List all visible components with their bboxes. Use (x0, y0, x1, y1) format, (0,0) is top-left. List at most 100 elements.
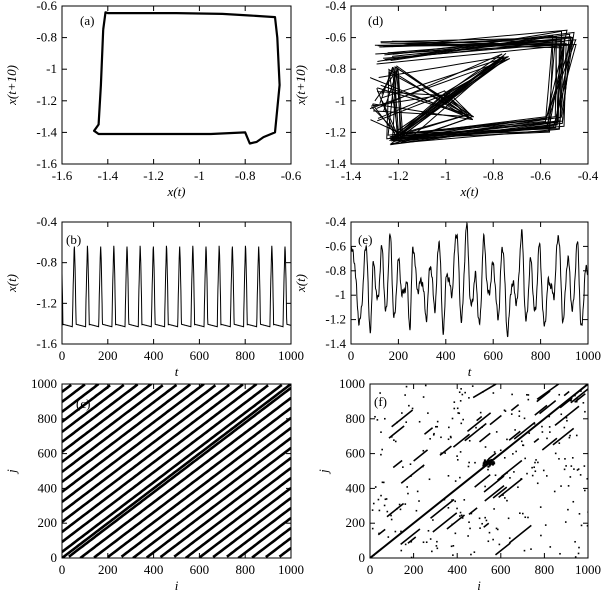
recurrence-segment (513, 421, 536, 440)
recurrence-point (410, 540, 413, 543)
recurrence-point (468, 439, 471, 442)
x-tick-label: 600 (483, 348, 503, 363)
y-tick-label: 400 (38, 480, 58, 495)
recurrence-point (540, 534, 542, 537)
recurrence-point (422, 449, 425, 452)
recurrence-point (560, 413, 563, 416)
recurrence-point (495, 527, 498, 530)
recurrence-diagonal (62, 384, 164, 463)
x-tick-label: 1000 (278, 562, 304, 577)
y-axis-label: x(t+10) (4, 65, 19, 106)
recurrence-point (485, 519, 488, 522)
x-tick-label: 800 (531, 348, 551, 363)
recurrence-point (440, 436, 442, 439)
y-tick-label: 600 (346, 446, 366, 461)
recurrence-point (461, 393, 464, 396)
recurrence-point (460, 514, 463, 517)
recurrence-point (468, 397, 470, 399)
recurrence-point (390, 436, 393, 438)
recurrence-point (511, 393, 513, 396)
recurrence-point (378, 532, 380, 535)
recurrence-point (506, 472, 508, 474)
recurrence-point (523, 417, 526, 420)
recurrence-point (452, 554, 454, 556)
recurrence-point (566, 419, 568, 422)
recurrence-point (510, 413, 513, 415)
recurrence-point (569, 434, 571, 437)
recurrence-point (454, 500, 457, 503)
y-tick-label: 800 (346, 411, 366, 426)
recurrence-point (469, 527, 471, 530)
x-axis-label: t (468, 364, 472, 379)
recurrence-point (578, 546, 580, 549)
panel-label: (b) (66, 232, 81, 247)
recurrence-point (517, 486, 519, 489)
recurrence-diagonal (62, 384, 217, 503)
recurrence-diagonal (159, 456, 291, 558)
recurrence-point (484, 516, 486, 519)
y-tick-label: -1 (335, 93, 346, 108)
recurrence-segment (483, 522, 490, 528)
recurrence-point (507, 517, 510, 520)
recurrence-segment (508, 430, 521, 441)
recurrence-point (418, 500, 420, 502)
y-tick-label: 800 (38, 411, 58, 426)
recurrence-point (483, 459, 486, 462)
recurrence-point (394, 440, 397, 443)
recurrence-point (577, 468, 580, 470)
y-tick-label: -0.8 (325, 263, 346, 278)
recurrence-point (378, 509, 381, 512)
recurrence-point (485, 460, 488, 463)
recurrence-point (451, 523, 453, 526)
recurrence-point (393, 439, 395, 441)
recurrence-point (447, 438, 450, 441)
recurrence-point (565, 465, 567, 467)
recurrence-diagonal (62, 384, 139, 443)
recurrence-main-diagonal (370, 384, 588, 558)
recurrence-point (487, 540, 490, 543)
recurrence-point (404, 503, 407, 505)
recurrence-point (499, 449, 502, 452)
recurrence-diagonal (62, 384, 192, 483)
y-tick-label: -1.6 (36, 156, 57, 171)
y-tick-label: -0.6 (325, 30, 346, 45)
recurrence-point (459, 400, 462, 402)
recurrence-point (405, 385, 408, 388)
recurrence-point (451, 499, 453, 501)
y-tick-label: -0.6 (36, 0, 57, 13)
recurrence-point (471, 385, 474, 387)
recurrence-diagonal (198, 486, 291, 558)
recurrence-point (567, 508, 569, 511)
recurrence-point (571, 457, 574, 459)
recurrence-point (482, 464, 485, 467)
recurrence-point (513, 471, 515, 473)
recurrence-point (401, 412, 403, 414)
recurrence-point (372, 554, 375, 557)
recurrence-point (541, 395, 543, 398)
x-tick-label: -0.8 (235, 168, 256, 183)
recurrence-point (524, 516, 527, 519)
recurrence-segment (472, 384, 497, 399)
recurrence-point (485, 464, 488, 467)
recurrence-point (390, 518, 393, 521)
recurrence-point (492, 538, 494, 541)
x-tick-label: -1 (194, 168, 205, 183)
recurrence-point (487, 458, 490, 461)
recurrence-point (587, 507, 588, 510)
recurrence-point (444, 452, 446, 454)
recurrence-point (498, 543, 501, 546)
recurrence-point (583, 465, 586, 467)
recurrence-point (422, 396, 425, 398)
recurrence-segment (386, 502, 405, 518)
recurrence-point (458, 391, 461, 394)
recurrence-point (450, 436, 452, 439)
recurrence-point (436, 425, 439, 428)
recurrence-point (553, 490, 556, 493)
recurrence-point (574, 556, 577, 558)
y-tick-label: -0.8 (36, 30, 57, 45)
recurrence-point (432, 519, 434, 521)
x-tick-label: 800 (535, 562, 555, 577)
recurrence-point (487, 460, 490, 463)
recurrence-point (563, 426, 566, 429)
x-tick-label: 600 (491, 562, 511, 577)
